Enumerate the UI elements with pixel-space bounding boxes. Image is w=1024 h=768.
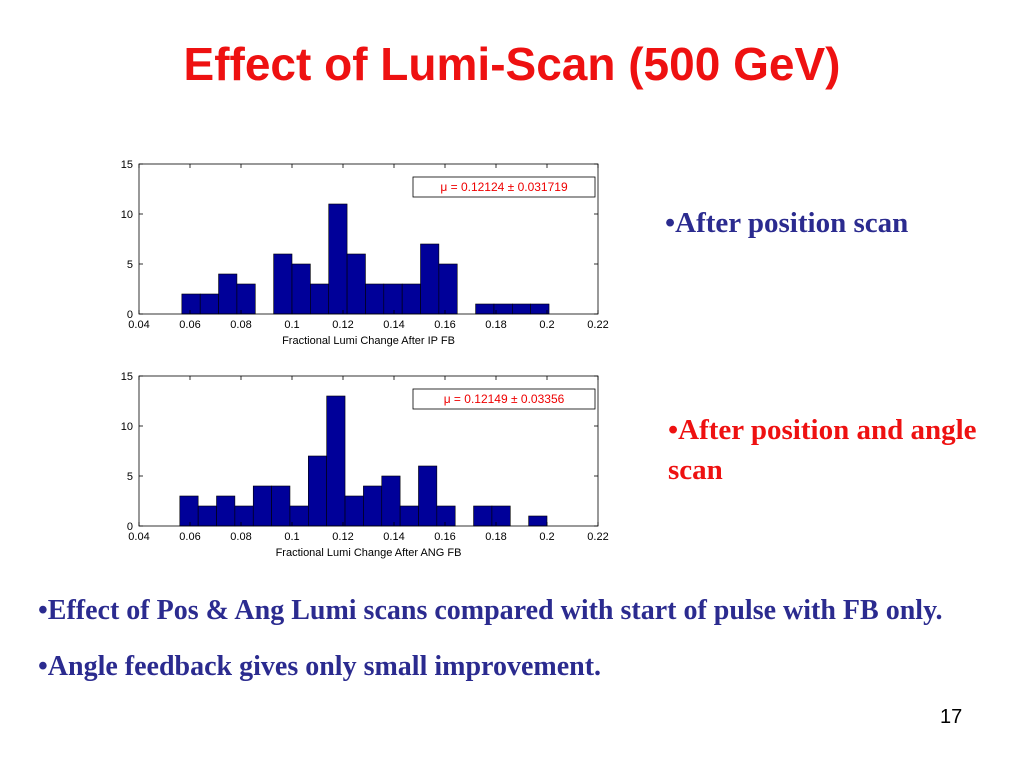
slide-title: Effect of Lumi-Scan (500 GeV) — [183, 38, 841, 90]
bullet-list: •Effect of Pos & Ang Lumi scans compared… — [38, 592, 998, 704]
x-tick-label: 0.18 — [485, 319, 506, 331]
histogram-bar — [252, 485, 272, 527]
x-tick-label: 0.04 — [128, 531, 149, 543]
x-tick-label: 0.16 — [434, 319, 455, 331]
stats-annotation-box — [412, 176, 596, 198]
y-tick-label: 15 — [121, 159, 133, 171]
histogram-bar — [420, 243, 440, 315]
histogram-bar — [363, 485, 383, 527]
histogram-bar — [399, 505, 419, 527]
histogram-bar — [289, 505, 309, 527]
stats-annotation: μ = 0.12149 ± 0.03356 — [444, 392, 565, 406]
x-axis-label: Fractional Lumi Change After IP FB — [282, 335, 455, 347]
histogram-bar — [344, 495, 364, 527]
histogram-bar — [218, 273, 238, 315]
histogram-bar — [365, 283, 385, 315]
histogram-bar — [197, 505, 217, 527]
note-after-position-and-angle-scan: •After position and angle scan — [668, 414, 977, 486]
x-tick-label: 0.08 — [230, 531, 251, 543]
histogram-bar — [273, 253, 293, 315]
histogram-bar — [401, 283, 421, 315]
histogram-bar — [199, 293, 219, 315]
histogram-bar — [512, 303, 531, 315]
x-tick-label: 0.06 — [179, 531, 200, 543]
plot-frame — [138, 375, 599, 527]
histogram-bar — [179, 495, 199, 527]
histogram-after-ip-fb: 0.04 0.06 0.08 0.1 0.12 0.14 0.16 0.18 0.2 0.22 0 5… — [112, 152, 628, 352]
histogram-after-ang-fb: 0.04 0.06 0.08 0.1 0.12 0.14 0.16 0.18 0.2 0.22 0 5… — [112, 364, 628, 564]
x-tick-label: 0.2 — [539, 319, 554, 331]
histogram-bar — [530, 303, 550, 315]
histogram-bar — [310, 283, 330, 315]
plot-frame — [138, 163, 599, 315]
x-tick-label: 0.22 — [587, 319, 608, 331]
histogram-bar — [216, 495, 236, 527]
x-tick-label: 0.1 — [284, 531, 299, 543]
histogram-bar — [491, 505, 511, 527]
histogram-bar — [236, 283, 256, 315]
histogram-bar — [383, 283, 403, 315]
x-tick-label: 0.08 — [230, 319, 251, 331]
histogram-bar — [381, 475, 401, 527]
histogram-bar — [475, 303, 495, 315]
bullet-item: •Angle feedback gives only small improve… — [38, 651, 602, 682]
x-tick-label: 0.12 — [332, 531, 353, 543]
histogram-bar — [328, 203, 348, 315]
x-tick-label: 0.1 — [284, 319, 299, 331]
histogram-svg: 0.04 0.06 0.08 0.1 0.12 0.14 0.16 0.18 0.2 0.22 0 5… — [121, 159, 609, 347]
histogram-bar — [291, 263, 311, 315]
x-tick-label: 0.22 — [587, 531, 608, 543]
histogram-bar — [418, 465, 438, 527]
histogram-bar — [436, 505, 456, 527]
y-tick-label: 5 — [127, 471, 133, 483]
y-tick-label: 0 — [127, 309, 133, 321]
x-tick-label: 0.16 — [434, 531, 455, 543]
histogram-bar — [493, 303, 513, 315]
histogram-bar — [181, 293, 201, 315]
histogram-bar — [308, 455, 327, 527]
histogram-bar — [234, 505, 254, 527]
y-tick-label: 10 — [121, 209, 133, 221]
page-number: 17 — [940, 706, 963, 728]
histogram-bar — [438, 263, 458, 315]
note-after-position-scan: •After position scan — [665, 207, 909, 239]
x-tick-label: 0.06 — [179, 319, 200, 331]
x-tick-label: 0.04 — [128, 319, 149, 331]
y-tick-label: 10 — [121, 421, 133, 433]
x-tick-label: 0.14 — [383, 319, 404, 331]
histogram-bar — [346, 253, 366, 315]
x-tick-label: 0.12 — [332, 319, 353, 331]
y-tick-label: 0 — [127, 521, 133, 533]
stats-annotation-box — [412, 388, 596, 410]
y-tick-label: 5 — [127, 259, 133, 271]
x-tick-label: 0.14 — [383, 531, 404, 543]
histogram-bar — [271, 485, 291, 527]
stats-annotation: μ = 0.12124 ± 0.031719 — [440, 180, 568, 194]
y-tick-label: 15 — [121, 371, 133, 383]
histogram-bar — [528, 515, 548, 527]
histogram-svg: 0.04 0.06 0.08 0.1 0.12 0.14 0.16 0.18 0.2 0.22 0 5… — [121, 371, 609, 559]
histogram-bar — [326, 395, 346, 527]
x-tick-label: 0.2 — [539, 531, 554, 543]
bullet-item: •Effect of Pos & Ang Lumi scans compared… — [38, 595, 943, 626]
histogram-bar — [473, 505, 493, 527]
x-axis-label: Fractional Lumi Change After ANG FB — [276, 547, 462, 559]
x-tick-label: 0.18 — [485, 531, 506, 543]
